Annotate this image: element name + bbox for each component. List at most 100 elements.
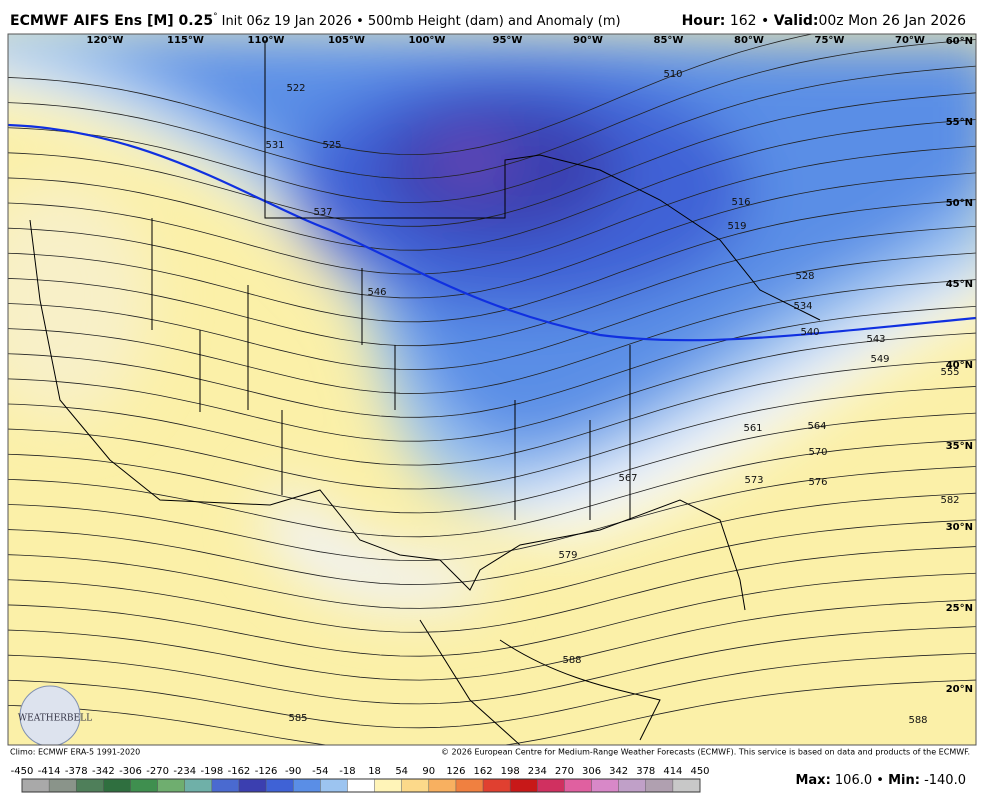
- max-label: Max:: [795, 773, 830, 788]
- colorbar-segment: [428, 779, 456, 792]
- colorbar-segment: [347, 779, 375, 792]
- colorbar-segment: [645, 779, 673, 792]
- colorbar-tick-label: 270: [555, 766, 574, 777]
- contour-label: 564: [807, 421, 826, 432]
- contour-label: 534: [793, 301, 812, 312]
- colorbar: -450 -414 -378 -342 -306 -270 -234 -198 -162 -126…: [11, 766, 710, 793]
- latitude-label: 55°N: [946, 117, 973, 128]
- contour-line: [8, 34, 815, 156]
- colorbar-segment: [211, 779, 239, 792]
- map: 510 516 519 522 525 528 531 534 537 540 543 546 549 5…: [8, 34, 976, 745]
- colorbar-tick-label: 378: [636, 766, 655, 777]
- contour-line: [8, 359, 976, 466]
- contour-label: 573: [744, 475, 763, 486]
- contour-labels: 510 516 519 522 525 528 531 534 537 540 543 546 549 5…: [265, 69, 959, 726]
- contour-label: 549: [870, 354, 889, 365]
- contour-label: 576: [808, 477, 827, 488]
- colorbar-tick-label: -342: [92, 766, 115, 777]
- contour-label: 582: [940, 495, 959, 506]
- colorbar-tick-label: 54: [395, 766, 408, 777]
- contour-line: [8, 172, 976, 299]
- colorbar-tick-label: -162: [228, 766, 251, 777]
- colorbar-segment: [564, 779, 592, 792]
- longitude-label: 75°W: [815, 35, 845, 46]
- contour-label: 525: [322, 140, 341, 151]
- colorbar-tick-label: -270: [146, 766, 169, 777]
- colorbar-segment: [510, 779, 538, 792]
- contour-line: [8, 225, 976, 347]
- colorbar-tick-label: 450: [690, 766, 709, 777]
- model: ECMWF AIFS Ens [M] 0.25: [10, 13, 213, 29]
- max: 106.0: [835, 773, 872, 788]
- valid-label: Valid:: [774, 13, 819, 29]
- colorbar-segment: [184, 779, 212, 792]
- latitude-label: 40°N: [946, 360, 973, 371]
- colorbar-tick-label: -378: [65, 766, 88, 777]
- colorbar-segment: [103, 779, 131, 792]
- contour-label: 546: [367, 287, 386, 298]
- colorbar-segment: [618, 779, 646, 792]
- contour-line: [8, 519, 976, 609]
- longitude-label: 85°W: [654, 35, 684, 46]
- climo: Climo: ECMWF ERA-5 1991-2020: [10, 748, 140, 757]
- contour-line: [8, 652, 976, 729]
- longitude-label: 70°W: [895, 35, 925, 46]
- contour-label: 516: [731, 197, 750, 208]
- header-left: ECMWF AIFS Ens [M] 0.25° Init 06z 19 Jan …: [10, 12, 621, 30]
- colorbar-tick-label: -126: [255, 766, 278, 777]
- contour-line: [8, 492, 976, 585]
- contour-label: 522: [286, 83, 305, 94]
- colorbar-tick-label: -306: [119, 766, 142, 777]
- longitude-label: 105°W: [328, 35, 365, 46]
- latitude-label: 30°N: [946, 522, 973, 533]
- colorbar-tick-label: -54: [312, 766, 328, 777]
- longitude-label: 95°W: [493, 35, 523, 46]
- longitude-label: 80°W: [734, 35, 764, 46]
- latitude-label: 60°N: [946, 36, 973, 47]
- contour-line: [8, 279, 976, 394]
- longitude-label: 120°W: [87, 35, 124, 46]
- borders: [29, 40, 821, 745]
- colorbar-tick-label: -90: [285, 766, 301, 777]
- longitude-label: 100°W: [409, 35, 446, 46]
- hour-label: Hour:: [682, 13, 726, 29]
- valid: 00z Mon 26 Jan 2026: [818, 13, 966, 29]
- contour-line: [8, 65, 976, 203]
- contour-line: [8, 386, 976, 490]
- longitude-label: 90°W: [573, 35, 603, 46]
- colorbar-segment: [455, 779, 484, 792]
- contour-line: [8, 305, 976, 418]
- colorbar-tick-label: 306: [582, 766, 601, 777]
- contour-line: [8, 145, 976, 275]
- colorbar-tick-label: 342: [609, 766, 628, 777]
- colorbar-tick-label: 90: [422, 766, 435, 777]
- separator: •: [876, 773, 884, 788]
- contour-line: [8, 92, 976, 227]
- latitude-label: 20°N: [946, 684, 973, 695]
- contour-line: [8, 572, 976, 657]
- colorbar-tick-label: 198: [501, 766, 520, 777]
- colorbar-tick-label: -414: [38, 766, 61, 777]
- extremes: Max: 106.0 • Min: -140.0: [795, 773, 966, 788]
- longitude-label: 115°W: [167, 35, 204, 46]
- contour-line: [8, 599, 976, 681]
- contour-line: [8, 332, 976, 442]
- colorbar-tick-label: 414: [663, 766, 682, 777]
- latitude-label: 25°N: [946, 603, 973, 614]
- contour-label: 567: [618, 473, 637, 484]
- height-contours: [8, 34, 976, 745]
- min: -140.0: [924, 773, 966, 788]
- contour-line: [8, 199, 976, 323]
- logo-circle: [19, 685, 81, 745]
- colorbar-segment: [320, 779, 348, 792]
- highlight-contour: [8, 123, 976, 342]
- contour-label: 579: [558, 550, 577, 561]
- contour-label: 537: [313, 207, 332, 218]
- contour-line: [8, 119, 976, 251]
- contour-line: [8, 439, 976, 538]
- latitude-label: 50°N: [946, 198, 973, 209]
- colorbar-tick-label: -450: [11, 766, 34, 777]
- colorbar-segment: [157, 779, 185, 792]
- contour-line: [8, 546, 976, 633]
